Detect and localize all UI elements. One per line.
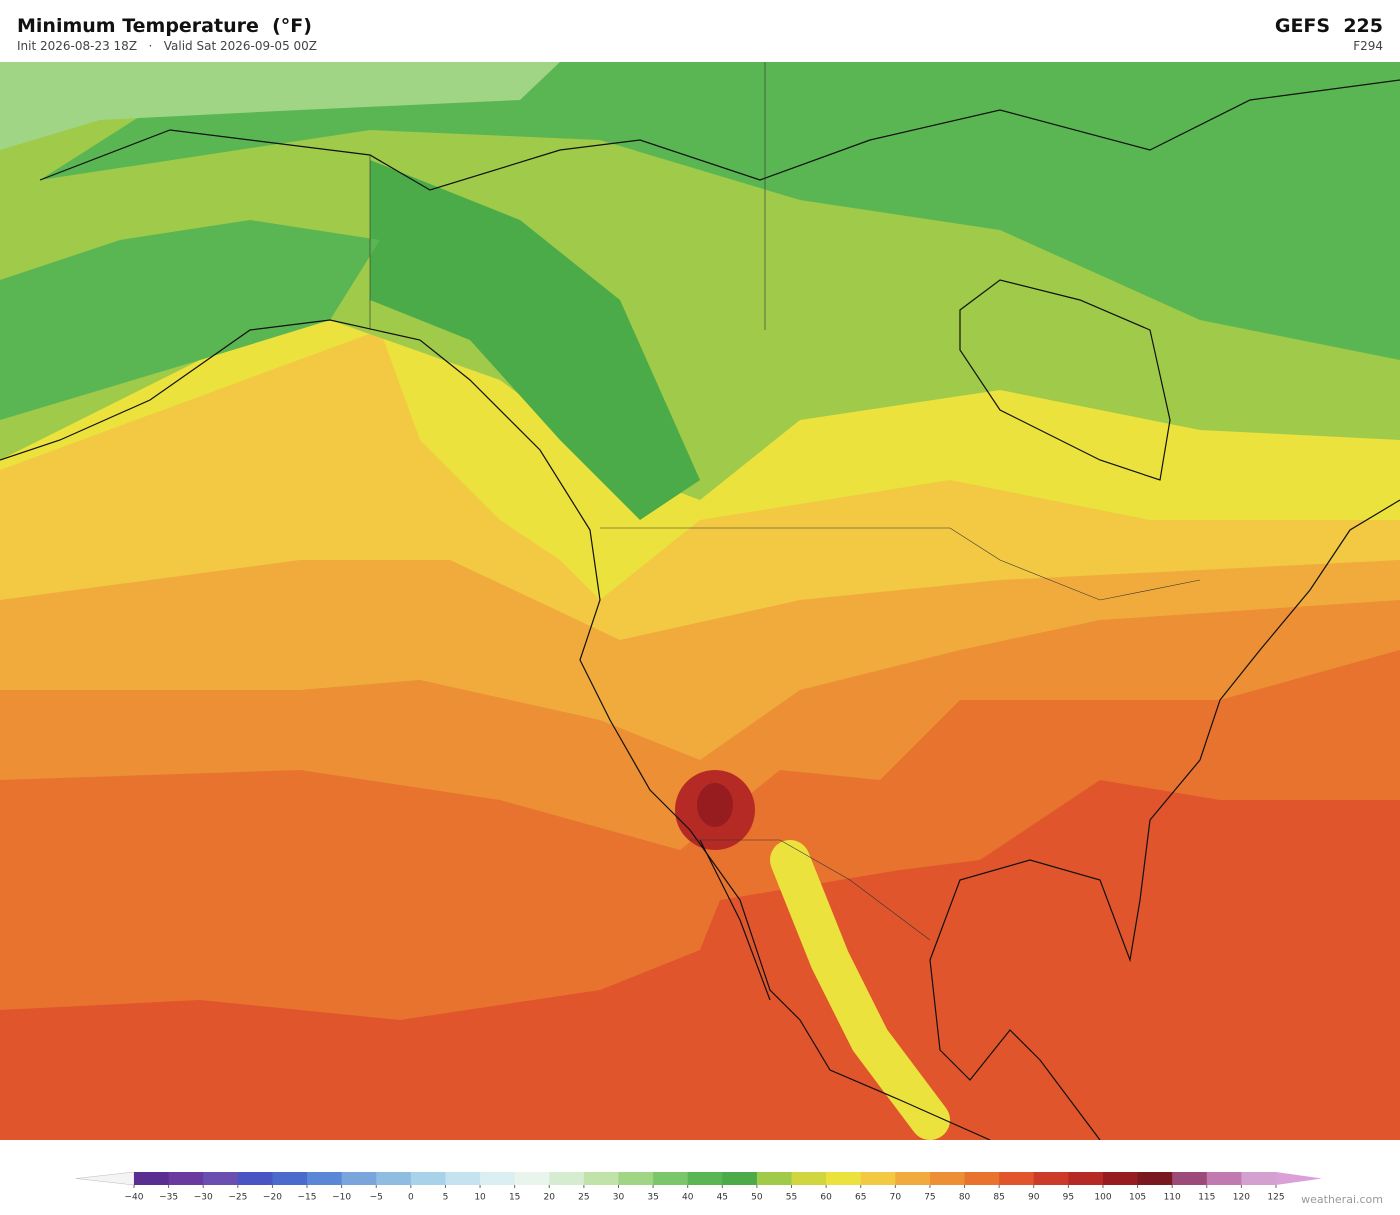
colorbar-segment	[791, 1172, 827, 1185]
colorbar-label: −15	[298, 1193, 317, 1203]
border	[369, 62, 1201, 941]
colorbar-label: 85	[993, 1193, 1004, 1203]
colorbar-segment	[376, 1172, 412, 1185]
colorbar-segment	[1172, 1172, 1208, 1185]
colorbar-segment	[583, 1172, 619, 1185]
colorbar-label: 105	[1129, 1193, 1146, 1203]
colorbar-label: 90	[1028, 1193, 1040, 1203]
colorbar-segment	[895, 1172, 931, 1185]
field	[0, 62, 560, 150]
colorbar-label: −20	[263, 1193, 282, 1203]
map	[0, 62, 1400, 1140]
field	[370, 160, 700, 520]
title: Minimum Temperature (°F)	[17, 15, 312, 37]
colorbar-segment	[237, 1172, 273, 1185]
colorbar-label: 120	[1233, 1193, 1250, 1203]
colorbar-label: 5	[443, 1193, 449, 1203]
model: GEFS 225	[1274, 15, 1383, 37]
colorbar-label: 45	[717, 1193, 728, 1203]
colorbar-segment	[549, 1172, 585, 1185]
colorbar-label: 75	[924, 1193, 935, 1203]
colorbar-label: 115	[1198, 1193, 1215, 1203]
colorbar-label: −30	[194, 1193, 213, 1203]
colorbar-label: −5	[370, 1193, 383, 1203]
colorbar-label: 70	[890, 1193, 902, 1203]
colorbar-over	[1276, 1172, 1322, 1185]
colorbar-label: 100	[1094, 1193, 1111, 1203]
colorbar-label: 30	[613, 1193, 625, 1203]
colorbar-label: 25	[578, 1193, 589, 1203]
colorbar-segment	[1137, 1172, 1173, 1185]
colorbar-label: 60	[820, 1193, 832, 1203]
colorbar-segment	[964, 1172, 1000, 1185]
colorbar-segment	[756, 1172, 793, 1185]
colorbar-segment	[203, 1172, 239, 1185]
colorbar-segment	[1206, 1172, 1242, 1185]
field	[40, 62, 1400, 360]
colorbar-segment	[618, 1172, 654, 1185]
colorbar-label: 95	[1063, 1193, 1074, 1203]
colorbar-segment	[826, 1172, 862, 1185]
credit: weatherai.com	[1301, 1193, 1383, 1206]
colorbar-segment	[272, 1172, 308, 1185]
colorbar-label: −25	[228, 1193, 247, 1203]
colorbar-segment	[1241, 1172, 1277, 1185]
field	[697, 783, 733, 827]
colorbar-segment	[653, 1172, 689, 1185]
colorbar-segment	[860, 1172, 896, 1185]
colorbar-segment	[687, 1172, 723, 1185]
colorbar-label: −10	[332, 1193, 351, 1203]
field	[770, 840, 950, 1140]
colorbar-segment	[134, 1172, 170, 1185]
colorbar-segment	[480, 1172, 516, 1185]
colorbar-segment	[929, 1172, 966, 1185]
colorbar: −40 −35 −30 −25 −20 −15 −10 −5 0 5 10 15 20 25 30 35 40 4…	[75, 1171, 1322, 1203]
colorbar-label: 65	[855, 1193, 866, 1203]
colorbar-label: 20	[544, 1193, 556, 1203]
coastline	[0, 79, 1400, 1140]
colorbar-segment	[722, 1172, 758, 1185]
colorbar-label: 55	[786, 1193, 797, 1203]
colorbar-under	[75, 1171, 135, 1186]
frame: F294	[1353, 39, 1383, 53]
colorbar-label: 0	[408, 1193, 414, 1203]
colorbar-label: 50	[751, 1193, 763, 1203]
colorbar-label: 10	[474, 1193, 486, 1203]
colorbar-segment	[445, 1172, 481, 1185]
colorbar-segment	[410, 1172, 446, 1185]
colorbar-label: 125	[1267, 1193, 1284, 1203]
colorbar-segment	[307, 1172, 343, 1185]
colorbar-segment	[168, 1172, 204, 1185]
colorbar-label: 35	[647, 1193, 658, 1203]
colorbar-label: −35	[159, 1193, 178, 1203]
colorbar-segment	[999, 1172, 1035, 1185]
colorbar-label: 80	[959, 1193, 971, 1203]
colorbar-label: 110	[1164, 1193, 1181, 1203]
colorbar-label: 15	[509, 1193, 520, 1203]
subtitle: Init 2026-08-23 18Z · Valid Sat 2026-09-…	[17, 39, 318, 53]
field	[0, 220, 380, 420]
colorbar-segment	[1033, 1172, 1069, 1185]
colorbar-segment	[1068, 1172, 1104, 1185]
colorbar-label: −40	[125, 1193, 144, 1203]
colorbar-segment	[1102, 1172, 1139, 1185]
colorbar-segment	[341, 1172, 377, 1185]
colorbar-segment	[514, 1172, 550, 1185]
colorbar-label: 40	[682, 1193, 694, 1203]
